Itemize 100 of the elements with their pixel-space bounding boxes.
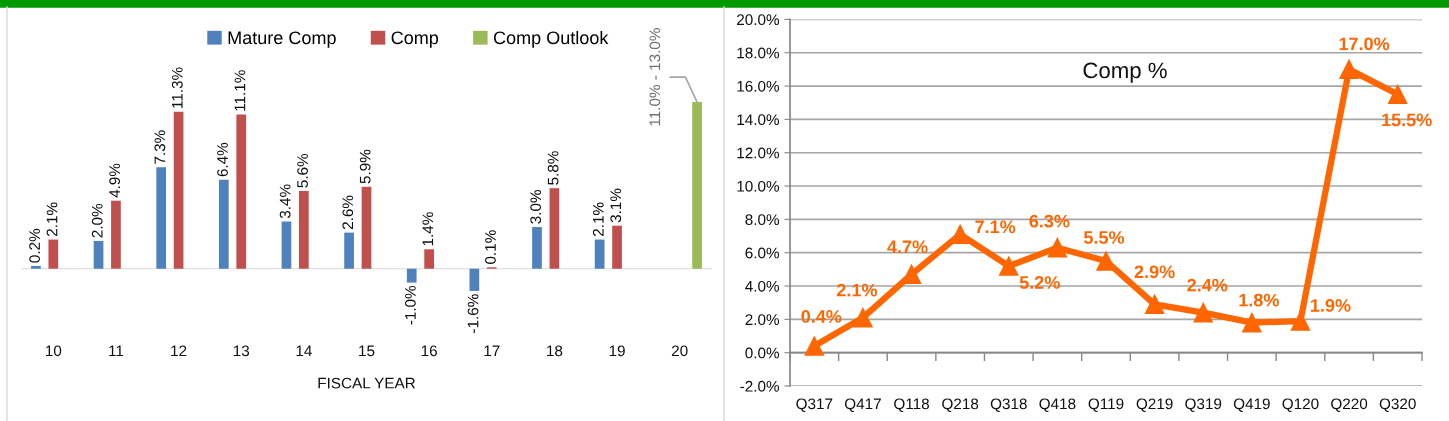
data-label: 2.9% xyxy=(1134,265,1175,279)
point xyxy=(1290,311,1311,331)
bar xyxy=(469,268,480,291)
y-tick-label: 4.0% xyxy=(745,280,780,292)
x-tick-label: 15 xyxy=(359,345,375,357)
y-tick-label: -2.0% xyxy=(740,380,780,392)
y-tick-label: 12.0% xyxy=(737,147,780,159)
bar xyxy=(344,232,354,269)
legend-label: Comp Outlook xyxy=(493,30,609,48)
bar xyxy=(424,249,434,269)
data-label: 1.8% xyxy=(1239,293,1279,307)
x-tick-label: 16 xyxy=(421,345,437,357)
data-label: 5.6% xyxy=(297,153,308,188)
x-tick-label: Q317 xyxy=(796,398,833,412)
text: Comp % xyxy=(1083,62,1167,83)
y-tick-label: 0.0% xyxy=(745,347,780,359)
bar xyxy=(692,102,702,269)
data-label: 17.0% xyxy=(1339,37,1390,51)
bar xyxy=(236,114,247,269)
bar xyxy=(111,200,121,269)
y-tick-label: 20.0% xyxy=(737,14,780,26)
bar xyxy=(612,225,622,269)
point xyxy=(999,256,1019,276)
data-label: 7.1% xyxy=(975,220,1016,234)
x-tick-label: 11 xyxy=(109,345,124,357)
bar xyxy=(594,239,605,269)
bar xyxy=(406,268,417,283)
data-label: 2.1% xyxy=(836,283,878,297)
x-tick-label: Q218 xyxy=(942,398,979,412)
y-tick-label: 14.0% xyxy=(737,114,780,126)
x-tick-label: Q219 xyxy=(1136,398,1173,412)
x-tick-label: Q318 xyxy=(990,398,1027,412)
data-label: 3.0% xyxy=(530,190,542,224)
y-tick-label: 8.0% xyxy=(745,214,780,226)
data-label: 1.9% xyxy=(1311,299,1351,312)
data-label: 5.8% xyxy=(547,151,559,185)
data-label: 0.1% xyxy=(485,230,496,264)
legend-label: Comp xyxy=(391,31,439,48)
point xyxy=(1339,59,1359,80)
y-tick-label: 2.0% xyxy=(745,314,780,326)
x-tick-label: Q120 xyxy=(1282,398,1319,412)
point xyxy=(1096,251,1116,271)
point xyxy=(1387,84,1408,105)
y-tick-label: 10.0% xyxy=(737,180,780,192)
bar xyxy=(532,227,542,269)
point xyxy=(1047,237,1068,258)
x-tick-label: Q119 xyxy=(1088,398,1124,412)
legend-label: Mature Comp xyxy=(228,31,336,48)
x-axis-title: FISCAL YEAR xyxy=(318,377,416,389)
data-label: 2.1% xyxy=(46,202,58,237)
data-label: 2.1% xyxy=(592,202,604,237)
x-tick-label: 13 xyxy=(233,345,250,357)
x-tick-label: Q220 xyxy=(1331,398,1368,412)
y-tick-label: 18.0% xyxy=(737,47,780,59)
y-tick-label: 16.0% xyxy=(737,80,780,92)
x-tick-label: Q417 xyxy=(844,398,881,412)
data-label: 0.4% xyxy=(801,310,842,323)
x-tick-label: Q419 xyxy=(1233,398,1270,412)
y-tick-label: 6.0% xyxy=(745,247,780,259)
data-label: -1.0% xyxy=(405,285,416,325)
x-tick-label: Q418 xyxy=(1039,398,1076,412)
x-tick-label: 18 xyxy=(547,345,563,357)
bar xyxy=(549,188,560,269)
x-tick-label: 14 xyxy=(296,345,312,357)
bar xyxy=(173,111,184,269)
data-label: -1.6% xyxy=(467,294,479,333)
data-label: 5.5% xyxy=(1083,231,1125,244)
data-label: 2.6% xyxy=(342,195,354,230)
bar xyxy=(299,190,309,269)
bar xyxy=(361,186,372,269)
x-tick-label: Q118 xyxy=(894,398,929,412)
bar xyxy=(218,179,229,269)
bar xyxy=(48,239,59,269)
data-label: 6.3% xyxy=(1029,214,1070,228)
point xyxy=(1144,294,1165,315)
point xyxy=(804,336,825,356)
data-label: 1.4% xyxy=(422,212,434,246)
point xyxy=(950,224,970,245)
data-label: 5.9% xyxy=(359,149,371,184)
data-label: 6.4% xyxy=(217,142,228,177)
data-label: 11.3% xyxy=(171,67,183,108)
bar xyxy=(281,221,292,269)
point xyxy=(1193,302,1213,323)
x-tick-label: 17 xyxy=(484,345,500,357)
bar xyxy=(31,265,41,269)
x-tick-label: Q319 xyxy=(1185,398,1222,412)
bar xyxy=(93,240,104,269)
data-label: 11.1% xyxy=(234,70,246,111)
x-tick-label: 20 xyxy=(671,345,688,357)
data-label: 0.2% xyxy=(29,228,41,263)
data-label: 2.4% xyxy=(1187,278,1228,292)
data-label: 5.2% xyxy=(1019,276,1060,289)
data-label: 2.0% xyxy=(91,203,103,238)
data-label: 15.5% xyxy=(1382,113,1432,127)
x-tick-label: 12 xyxy=(171,345,187,357)
annotation: 11.0% - 13.0% xyxy=(649,28,661,126)
point xyxy=(1242,312,1262,333)
data-label: 7.3% xyxy=(154,130,166,164)
data-label: 3.1% xyxy=(610,188,622,223)
bar xyxy=(156,167,167,269)
